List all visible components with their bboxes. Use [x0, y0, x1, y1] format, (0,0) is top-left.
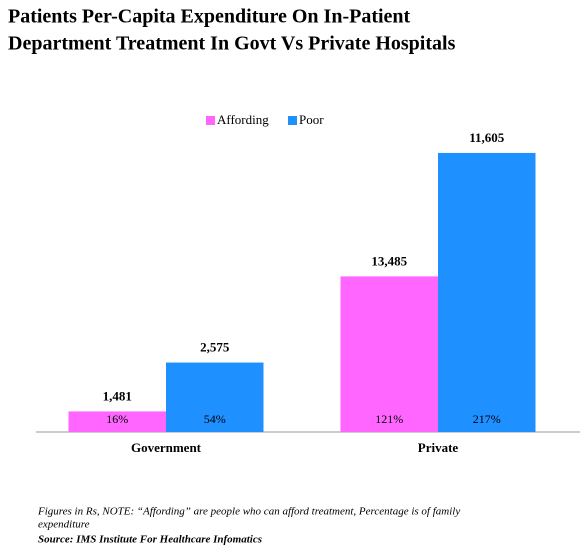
x-tick-label: Government [131, 440, 202, 455]
bar [166, 362, 264, 432]
source: Source: IMS Institute For Healthcare Inf… [38, 534, 262, 546]
legend-swatch [288, 116, 297, 125]
amount-label: 1,481 [103, 388, 132, 403]
x-tick-label: Private [418, 440, 459, 455]
amount-label: 11,605 [469, 130, 505, 145]
amount-label: 2,575 [200, 340, 230, 355]
bar [68, 411, 166, 432]
value-label: 16% [106, 412, 128, 426]
amount-label: 13,485 [371, 253, 407, 268]
bar [438, 152, 536, 433]
value-label: 121% [375, 412, 403, 426]
value-label: 217% [473, 412, 501, 426]
bar [340, 276, 438, 432]
legend-label: Affording [217, 112, 269, 127]
chart-subtitle: Department Treatment In Govt Vs Private … [8, 33, 456, 55]
legend-label: Poor [299, 112, 324, 127]
note: Figures in Rs, NOTE: “Affording” are peo… [37, 506, 460, 518]
legend-swatch [206, 116, 215, 125]
chart-title: Patients Per-Capita Expenditure On In-Pa… [8, 6, 411, 28]
value-label: 54% [204, 412, 226, 426]
note: expenditure [38, 519, 90, 531]
